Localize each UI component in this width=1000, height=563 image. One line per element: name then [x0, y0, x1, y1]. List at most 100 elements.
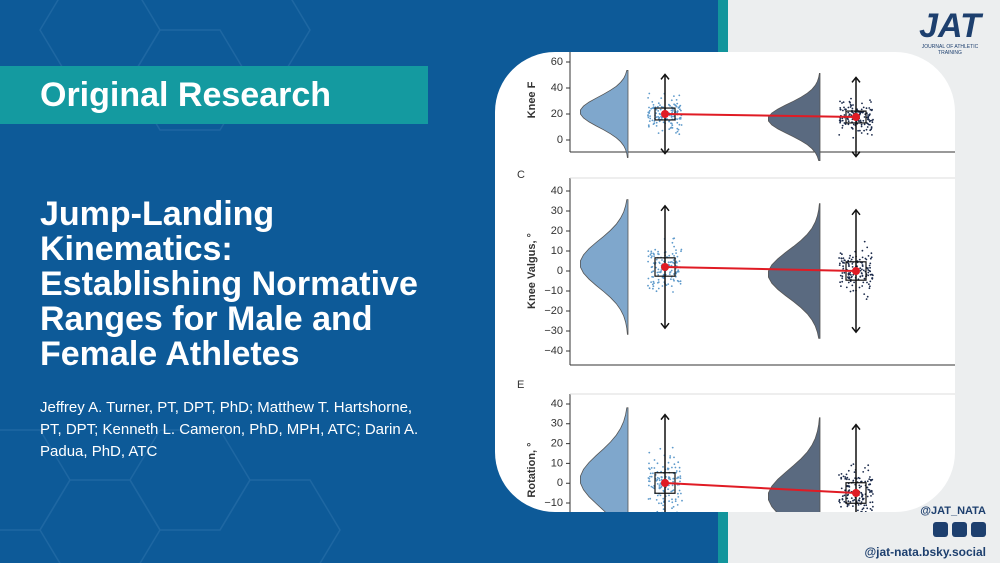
scatter-dot [871, 501, 874, 504]
scatter-dot [648, 106, 650, 109]
scatter-dot [649, 253, 652, 256]
scatter-dot [840, 505, 842, 508]
scatter-dot [859, 129, 861, 132]
scatter-dot [858, 120, 860, 123]
scatter-dot [670, 285, 673, 287]
scatter-dot [671, 507, 673, 510]
scatter-dot [648, 92, 651, 95]
scatter-dot [678, 470, 681, 473]
scatter-dot [675, 271, 678, 274]
half-violin [580, 407, 629, 512]
scatter-dot [851, 127, 854, 129]
scatter-dot [672, 278, 675, 281]
scatter-dot [868, 269, 871, 272]
scatter-dot [867, 274, 870, 277]
scatter-dot [852, 499, 854, 502]
scatter-dot [670, 269, 673, 272]
scatter-dot [657, 110, 660, 112]
scatter-dot [866, 281, 868, 284]
scatter-dot [869, 285, 871, 288]
scatter-dot [862, 281, 865, 284]
instagram-icon[interactable] [971, 522, 986, 537]
scatter-dot [671, 124, 674, 127]
scatter-dot [847, 277, 850, 279]
scatter-dot [866, 480, 869, 483]
y-tick-label: −10 [544, 285, 563, 297]
scatter-dot [848, 265, 850, 268]
hexagon [219, 479, 341, 563]
scatter-dot [860, 123, 863, 126]
scatter-dot [847, 504, 850, 506]
scatter-dot [652, 252, 655, 255]
scatter-dot [676, 118, 678, 121]
y-tick-label: 40 [551, 82, 563, 94]
scatter-dot [676, 279, 679, 282]
scatter-dot [860, 480, 862, 483]
scatter-dot [866, 122, 869, 125]
scatter-dot [864, 510, 867, 512]
scatter-dot [860, 491, 862, 494]
scatter-dot [679, 477, 682, 480]
scatter-dot [660, 106, 663, 108]
scatter-dot [869, 257, 872, 260]
scatter-dot [671, 501, 674, 504]
scatter-dot [670, 490, 673, 493]
scatter-dot [650, 475, 653, 478]
scatter-dot [871, 509, 873, 512]
scatter-dot [869, 490, 872, 492]
scatter-dot [652, 270, 655, 273]
scatter-dot [662, 504, 664, 507]
scatter-dot [658, 502, 660, 505]
scatter-dot [864, 257, 867, 260]
scatter-dot [869, 108, 872, 111]
scatter-dot [650, 281, 652, 283]
scatter-dot [672, 505, 675, 508]
scatter-dot [672, 291, 674, 293]
scatter-dot [655, 499, 658, 501]
scatter-dot [869, 476, 871, 478]
whisker-cap [851, 76, 861, 158]
scatter-dot [867, 488, 870, 491]
scatter-dot [660, 502, 663, 505]
scatter-dot [651, 255, 653, 257]
scatter-dot [679, 516, 681, 518]
mean-line [664, 482, 857, 494]
scatter-dot [649, 117, 652, 120]
scatter-dot [851, 284, 854, 287]
scatter-dot [838, 134, 841, 136]
twitter-icon[interactable] [933, 522, 948, 537]
scatter-dot [678, 466, 681, 469]
scatter-dot [672, 480, 674, 483]
scatter-dot [648, 484, 650, 487]
scatter-dot [650, 266, 653, 269]
title-line: Jump-Landing [40, 195, 275, 233]
scatter-dot [653, 467, 656, 469]
scatter-dot [868, 107, 871, 109]
scatter-dot [849, 290, 852, 293]
scatter-dot [857, 476, 860, 479]
scatter-dot [672, 237, 675, 240]
scatter-dot [861, 268, 863, 271]
scatter-dot [668, 254, 671, 257]
title-line: Female Athletes [40, 335, 300, 373]
scatter-dot [871, 491, 873, 493]
scatter-dot [867, 469, 870, 472]
scatter-dot [839, 281, 841, 284]
scatter-dot [841, 119, 844, 122]
scatter-dot [679, 116, 682, 119]
scatter-dot [869, 483, 871, 485]
scatter-dot [861, 508, 864, 511]
scatter-dot [871, 277, 874, 279]
scatter-dot [839, 108, 842, 111]
scatter-dot [670, 115, 673, 118]
scatter-dot [658, 120, 661, 123]
scatter-dot [866, 507, 869, 510]
facebook-icon[interactable] [952, 522, 967, 537]
scatter-dot [860, 125, 863, 128]
scatter-dot [849, 103, 852, 106]
scatter-dot [840, 487, 843, 490]
y-tick-label: 30 [551, 418, 563, 430]
scatter-dot [867, 255, 870, 257]
axis-label: Knee F [526, 81, 538, 118]
scatter-dot [860, 108, 863, 111]
